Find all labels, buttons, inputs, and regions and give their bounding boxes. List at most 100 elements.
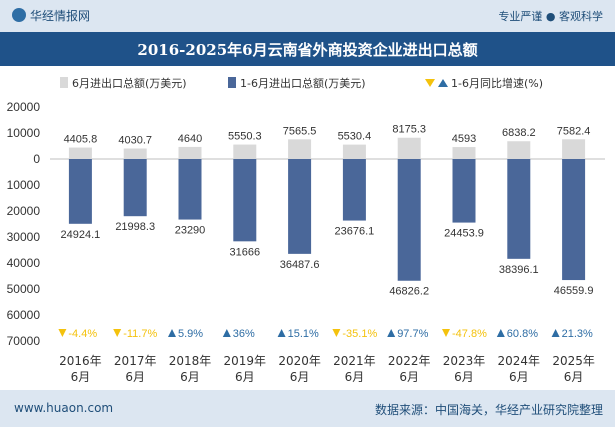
bar-monthly [562, 139, 586, 159]
x-tick-label: 6月 [345, 370, 365, 384]
bar-ytd [233, 159, 257, 242]
x-tick-label: 2024年 [498, 354, 541, 368]
data-label-growth: -11.7% [123, 328, 157, 340]
bar-ytd [178, 159, 202, 220]
x-tick-label: 6月 [235, 370, 255, 384]
data-label-ytd: 21998.3 [115, 221, 155, 233]
y-tick-label: 10000 [7, 126, 41, 140]
y-tick-label: 20000 [7, 204, 41, 218]
data-label-growth: -4.4% [68, 328, 97, 340]
data-label-monthly: 5550.3 [228, 131, 262, 143]
legend-item-ytd: 1-6月进出口总额(万美元) [228, 75, 366, 91]
bar-monthly [68, 147, 92, 159]
data-label-monthly: 7582.4 [557, 125, 591, 137]
bar-ytd [562, 159, 586, 281]
footer-bar: www.huaon.com 数据来源：中国海关，华经产业研究院整理 [0, 390, 615, 427]
growth-down-triangle-icon [113, 329, 122, 337]
data-label-ytd: 38396.1 [499, 264, 539, 276]
legend-down-triangle-icon [425, 79, 435, 87]
x-tick-label: 2016年 [59, 354, 102, 368]
y-tick-label: 50000 [7, 282, 41, 296]
legend-item-growth: 1-6月同比增速(%) [425, 75, 543, 91]
data-label-growth: -47.8% [452, 328, 487, 340]
legend-swatch-monthly [60, 77, 68, 88]
data-label-monthly: 8175.3 [392, 124, 426, 136]
data-label-monthly: 7565.5 [283, 125, 317, 137]
y-tick-label: 0 [33, 152, 40, 166]
legend-label-ytd: 1-6月进出口总额(万美元) [240, 77, 366, 90]
y-tick-label: 70000 [7, 334, 41, 348]
legend-swatch-ytd [228, 77, 236, 88]
data-label-ytd: 46559.9 [554, 285, 594, 297]
y-tick-label: 10000 [7, 178, 41, 192]
data-label-monthly: 4640 [178, 133, 202, 145]
data-label-monthly: 4593 [452, 133, 476, 145]
bar-ytd [342, 159, 366, 221]
legend-label-growth: 1-6月同比增速(%) [451, 77, 544, 90]
x-tick-label: 6月 [71, 370, 91, 384]
data-label-ytd: 46826.2 [389, 286, 429, 298]
data-label-growth: 36% [233, 328, 255, 340]
y-tick-label: 40000 [7, 256, 41, 270]
chart-plot: 20000 10000 0 10000 20000 30000 40000 50000 6000… [7, 100, 605, 384]
data-label-ytd: 24453.9 [444, 228, 484, 240]
y-tick-label: 20000 [7, 100, 41, 114]
chart-legend: 6月进出口总额(万美元) 1-6月进出口总额(万美元) 1-6月同比增速(%) [0, 72, 615, 92]
bar-monthly [342, 144, 366, 159]
data-label-growth: 60.8% [507, 328, 538, 340]
chart-title: 2016-2025年6月云南省外商投资企业进出口总额 [137, 41, 478, 59]
bar-ytd [68, 159, 92, 224]
legend-label-monthly: 6月进出口总额(万美元) [72, 77, 187, 90]
bar-monthly [288, 139, 312, 159]
x-tick-label: 6月 [509, 370, 529, 384]
brand-name: 华经情报网 [30, 9, 91, 23]
growth-up-triangle-icon [168, 329, 176, 337]
x-tick-label: 6月 [290, 370, 310, 384]
bar-ytd [288, 159, 312, 254]
data-label-monthly: 4030.7 [118, 135, 152, 147]
y-tick-label: 60000 [7, 308, 41, 322]
y-tick-label: 30000 [7, 230, 41, 244]
data-label-monthly: 6838.2 [502, 127, 536, 139]
data-label-growth: 21.3% [562, 328, 593, 340]
bar-monthly [452, 147, 476, 159]
data-label-ytd: 23290 [175, 225, 206, 237]
x-tick-label: 6月 [564, 370, 584, 384]
x-tick-label: 2019年 [224, 354, 267, 368]
bar-monthly [397, 137, 421, 159]
x-tick-label: 6月 [399, 370, 419, 384]
data-label-growth: 97.7% [397, 328, 428, 340]
legend-item-monthly: 6月进出口总额(万美元) [60, 75, 187, 91]
title-bar: 2016-2025年6月云南省外商投资企业进出口总额 [0, 32, 615, 66]
x-tick-label: 2023年 [443, 354, 486, 368]
x-tick-label: 6月 [454, 370, 474, 384]
data-label-ytd: 24924.1 [61, 229, 101, 241]
data-label-monthly: 5530.4 [338, 131, 372, 143]
bar-ytd [123, 159, 147, 217]
growth-up-triangle-icon [387, 329, 396, 337]
growth-down-triangle-icon [442, 329, 450, 337]
growth-up-triangle-icon [222, 329, 231, 337]
x-tick-label: 6月 [125, 370, 145, 384]
bar-monthly [507, 141, 531, 159]
growth-down-triangle-icon [332, 329, 341, 337]
data-label-growth: 5.9% [178, 328, 203, 340]
slogan: 专业严谨 ● 客观科学 [498, 10, 603, 23]
x-tick-label: 2017年 [114, 354, 157, 368]
bar-monthly [123, 148, 147, 159]
data-label-ytd: 23676.1 [335, 226, 375, 238]
growth-up-triangle-icon [551, 329, 560, 337]
data-label-growth: 15.1% [288, 328, 319, 340]
data-label-ytd: 31666 [230, 246, 261, 258]
growth-down-triangle-icon [58, 329, 67, 337]
data-label-monthly: 4405.8 [64, 134, 98, 146]
x-tick-label: 2025年 [552, 354, 595, 368]
site-url: www.huaon.com [14, 401, 114, 415]
top-banner: 华经情报网 专业严谨 ● 客观科学 [0, 0, 615, 32]
bar-monthly [233, 144, 257, 159]
data-source: 数据来源：中国海关，华经产业研究院整理 [374, 403, 603, 417]
x-tick-label: 2018年 [169, 354, 212, 368]
bar-ytd [507, 159, 531, 259]
bar-ytd [397, 159, 421, 281]
data-label-growth: -35.1% [342, 328, 377, 340]
